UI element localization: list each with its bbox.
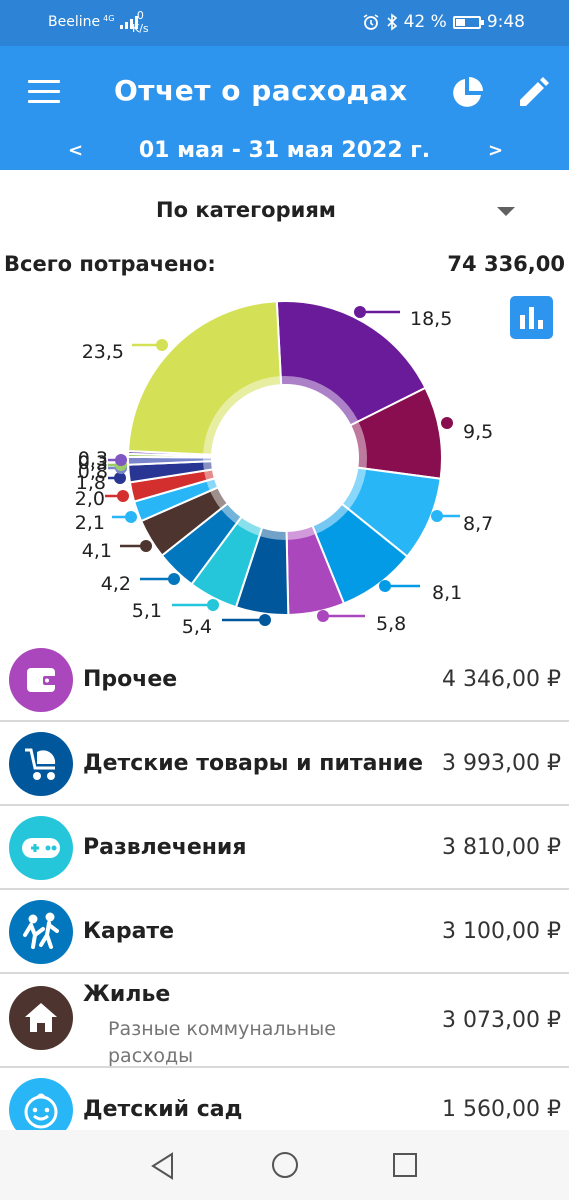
back-icon[interactable] [150,1152,176,1180]
signal-icon [120,15,139,29]
chart-label-dot [168,573,180,585]
category-amount: 3 993,00 ₽ [442,751,561,776]
prev-period-button[interactable]: < [68,140,84,161]
chart-inner-ring [203,376,367,540]
chart-label-dot [441,417,453,429]
total-row: Всего потрачено: 74 336,00 [0,250,569,280]
menu-icon[interactable] [28,80,60,104]
category-amount: 3 073,00 ₽ [442,1008,561,1033]
battery-percent: 42 % [403,12,447,32]
status-icons: 42 % 9:48 [362,12,525,32]
chart-data-label: 5,4 [182,616,212,638]
chart-label-dot [117,490,129,502]
category-name: Жилье [83,982,171,1007]
category-amount: 3 100,00 ₽ [442,919,561,944]
category-subtitle: Разные коммунальные расходы [108,1018,336,1067]
speed-unit: K/s [132,22,149,35]
chart-data-label: 8,7 [463,513,493,535]
chart-data-label: 0,3 [78,448,108,470]
chart-label-dot [317,610,329,622]
category-list: Прочее 4 346,00 ₽ Детские товары и питание… [0,638,569,1152]
battery-icon [452,15,484,29]
chart-data-label: 1,8 [76,472,106,494]
category-name: Детские товары и питание [83,751,423,776]
carrier-info: Beeline 4G [48,14,139,30]
total-value: 74 336,00 [447,252,565,276]
karate-icon [9,900,73,964]
next-period-button[interactable]: > [488,140,504,161]
chart-data-label: 5,1 [132,600,162,622]
chart-data-label: 9,5 [463,421,493,443]
chart-data-label: 2,1 [75,512,105,534]
chart-label-dot [259,614,271,626]
category-name: Прочее [83,667,178,692]
home-nav-icon[interactable] [270,1150,300,1180]
status-bar: Beeline 4G 0 K/s 42 % 9:48 [0,0,569,46]
category-row[interactable]: Развлечения 3 810,00 ₽ [0,806,569,890]
alarm-icon [363,14,379,30]
page-title: Отчет о расходах [114,74,408,107]
chart-label-dot [156,339,168,351]
chart-data-label: 4,1 [82,540,112,562]
chart-label-dot [354,306,366,318]
clock: 9:48 [486,12,525,32]
chart-label-dot [379,580,391,592]
chart-data-label: 2,0 [75,488,105,510]
chart-label-dot [207,599,219,611]
bar-chart-icon[interactable] [510,296,553,339]
chart-data-label: 8,1 [432,582,462,604]
chart-slice[interactable] [275,300,427,427]
chart-slice[interactable] [127,300,283,456]
total-label: Всего потрачено: [4,252,216,276]
carrier-name: Beeline [48,14,101,30]
chart-label-dot [125,511,137,523]
pie-chart-icon[interactable] [450,76,484,110]
category-amount: 4 346,00 ₽ [442,667,561,692]
category-row[interactable]: Прочее 4 346,00 ₽ [0,638,569,722]
recent-apps-icon[interactable] [392,1152,418,1178]
grouping-label: По категориям [156,198,336,222]
category-name: Карате [83,919,175,944]
chart-label-dot [115,454,127,466]
grouping-dropdown[interactable]: По категориям [0,188,569,234]
chart-data-label: 0,3 [78,452,108,474]
home-icon [9,986,73,1050]
gamepad-icon [9,816,73,880]
expense-donut-chart[interactable]: 18,5 9,5 8,7 8,1 5,8 5,4 5,14,2 4,1 2,12,01,80,8… [0,290,569,640]
stroller-icon [9,732,73,796]
chart-center [214,387,356,529]
network-type: 4G [103,14,115,23]
chart-data-label: 23,5 [82,341,124,363]
chart-label-dot [140,540,152,552]
date-range[interactable]: 01 мая - 31 мая 2022 г. [138,138,431,163]
date-navigator: 01 мая - 31 мая 2022 г. < > [0,138,569,168]
system-nav-bar [0,1130,569,1200]
edit-icon[interactable] [516,76,550,110]
wallet-icon [9,648,73,712]
chart-data-label: 0,8 [78,461,108,483]
chart-data-label: 4,2 [101,573,131,595]
battery-level [455,18,466,26]
chart-data-label: 5,8 [376,613,406,635]
chart-data-label: 18,5 [410,308,452,330]
category-row[interactable]: Жилье Разные коммунальные расходы 3 073,00… [0,974,569,1068]
chevron-down-icon [497,207,515,216]
category-amount: 3 810,00 ₽ [442,835,561,860]
chart-label-dot [114,472,126,484]
network-speed: 0 K/s [132,9,149,35]
category-row[interactable]: Детские товары и питание 3 993,00 ₽ [0,722,569,806]
speed-value: 0 [136,9,144,22]
chart-label-dot [431,510,443,522]
category-amount: 1 560,00 ₽ [442,1097,561,1122]
category-name: Детский сад [83,1097,243,1122]
app-bar: Отчет о расходах 01 мая - 31 мая 2022 г.… [0,46,569,170]
category-row[interactable]: Карате 3 100,00 ₽ [0,890,569,974]
category-name: Развлечения [83,835,247,860]
bluetooth-icon [387,13,397,31]
